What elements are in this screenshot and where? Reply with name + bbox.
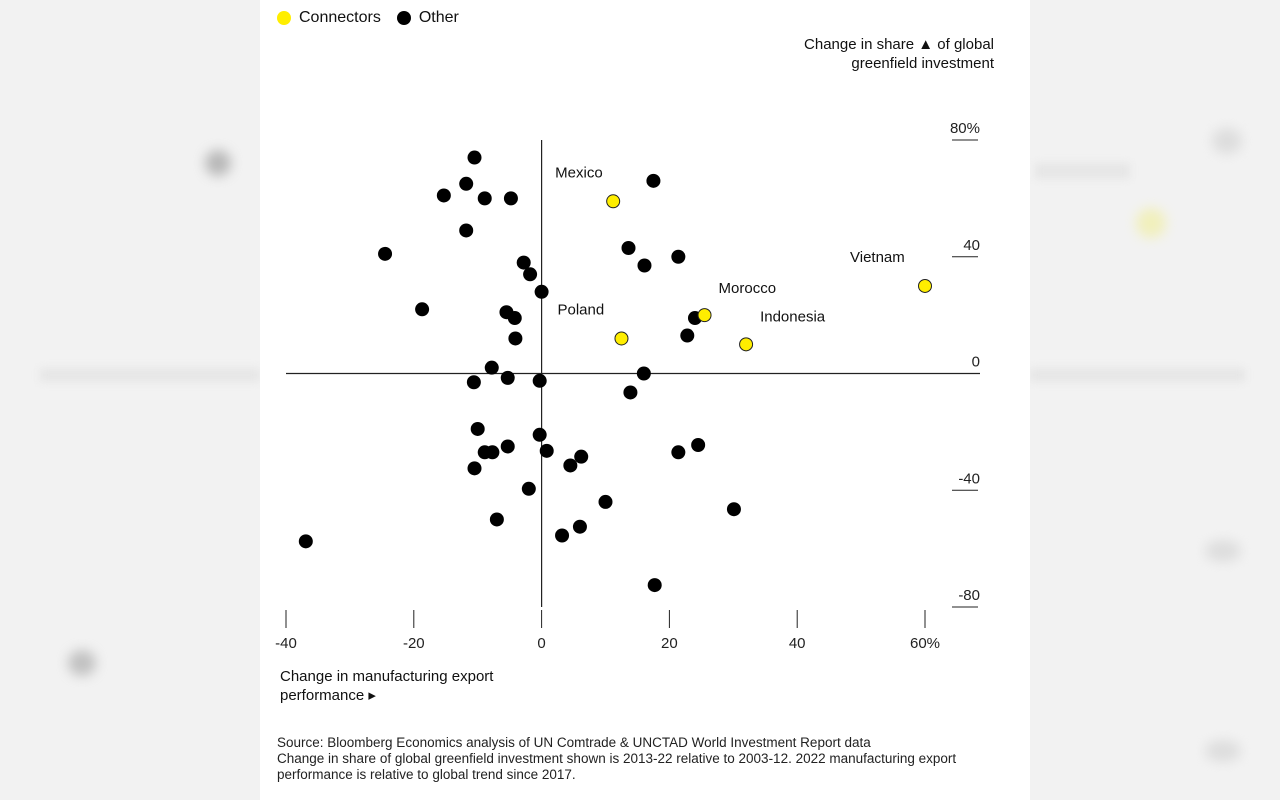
data-point-other: [691, 438, 706, 453]
background-blur-dot: [1136, 208, 1166, 238]
data-point-other: [534, 284, 549, 299]
data-point-connector: [739, 337, 754, 352]
x-tick-label: 0: [537, 635, 545, 652]
data-point-other: [516, 255, 531, 270]
data-point-other: [532, 427, 547, 442]
data-point-other: [484, 360, 499, 375]
data-point-other: [671, 445, 686, 460]
y-tick-label: 40: [963, 237, 980, 254]
data-point-other: [459, 176, 474, 191]
data-point-other: [466, 375, 481, 390]
data-point-other: [470, 421, 485, 436]
data-label-morocco: Morocco: [719, 280, 777, 297]
background-blur-bar: [1035, 163, 1130, 179]
data-point-other: [508, 331, 523, 346]
data-point-other: [523, 267, 538, 282]
data-point-other: [436, 188, 451, 203]
data-point-other: [500, 439, 515, 454]
x-tick-label: 60%: [910, 635, 940, 652]
data-point-other: [637, 258, 652, 273]
background-blur-bar: [40, 368, 260, 382]
background-blur-dot: [68, 650, 96, 676]
data-point-connector: [606, 194, 621, 209]
data-point-other: [467, 461, 482, 476]
background-blur-dot: [1205, 540, 1241, 562]
data-point-other: [459, 223, 474, 238]
data-point-other: [680, 328, 695, 343]
data-point-other: [521, 481, 536, 496]
data-point-other: [636, 366, 651, 381]
data-point-other: [467, 150, 482, 165]
source-note: Source: Bloomberg Economics analysis of …: [277, 735, 997, 783]
legend-label-connectors: Connectors: [299, 9, 381, 26]
data-point-other: [489, 512, 504, 527]
data-point-other: [503, 191, 518, 206]
data-point-other: [555, 528, 570, 543]
data-label-indonesia: Indonesia: [760, 308, 826, 325]
y-tick-label: 80%: [950, 120, 980, 137]
data-point-other: [621, 240, 636, 255]
y-tick-label: -80: [958, 587, 980, 604]
data-point-other: [477, 191, 492, 206]
data-label-poland: Poland: [557, 301, 604, 318]
data-label-vietnam: Vietnam: [850, 249, 905, 266]
data-label-mexico: Mexico: [555, 164, 603, 181]
legend-swatch-other: [396, 11, 411, 25]
data-point-other: [507, 311, 522, 326]
x-tick-label: 40: [789, 635, 806, 652]
data-point-other: [485, 445, 500, 460]
data-point-other: [623, 385, 638, 400]
x-tick-label: -20: [403, 635, 425, 652]
data-point-other: [298, 534, 313, 549]
data-point-other: [574, 449, 589, 464]
x-tick-label: 20: [661, 635, 678, 652]
note-line: Change in share of global greenfield inv…: [277, 751, 957, 782]
background-blur-dot: [205, 150, 231, 176]
data-point-other: [598, 494, 613, 509]
data-point-other: [532, 373, 547, 388]
data-point-connector: [614, 331, 629, 346]
y-tick-label: -40: [958, 470, 980, 487]
data-point-other: [378, 246, 393, 261]
legend-swatch-connectors: [277, 11, 291, 25]
x-tick-label: -40: [275, 635, 297, 652]
data-point-other: [563, 458, 578, 473]
data-point-other: [646, 173, 661, 188]
data-point-other: [647, 578, 662, 593]
data-point-other: [572, 519, 587, 534]
source-line: Source: Bloomberg Economics analysis of …: [277, 735, 871, 750]
legend-label-other: Other: [418, 9, 459, 26]
data-point-other: [671, 249, 686, 264]
background-blur-dot: [1212, 128, 1242, 154]
x-axis-title: Change in manufacturing export performan…: [280, 668, 494, 704]
chart-panel: Connectors Other Change in share ▲ of gl…: [260, 0, 1030, 800]
y-axis-title: Change in share ▲ of global greenfield i…: [804, 36, 994, 72]
legend: Connectors Other: [277, 9, 475, 27]
y-tick-label: 0: [972, 354, 980, 371]
data-point-connector: [918, 278, 932, 293]
background-blur-bar: [1030, 368, 1245, 382]
background-blur-dot: [1205, 740, 1241, 762]
data-point-other: [539, 443, 554, 458]
data-point-other: [415, 302, 430, 317]
scatter-chart: -40 -20 0 20 40 60% 80% 40 0 -40 -80 Mexico Poland Mo…: [275, 120, 980, 652]
data-point-connector: [697, 308, 712, 323]
data-point-other: [726, 502, 741, 517]
data-point-other: [500, 370, 515, 385]
